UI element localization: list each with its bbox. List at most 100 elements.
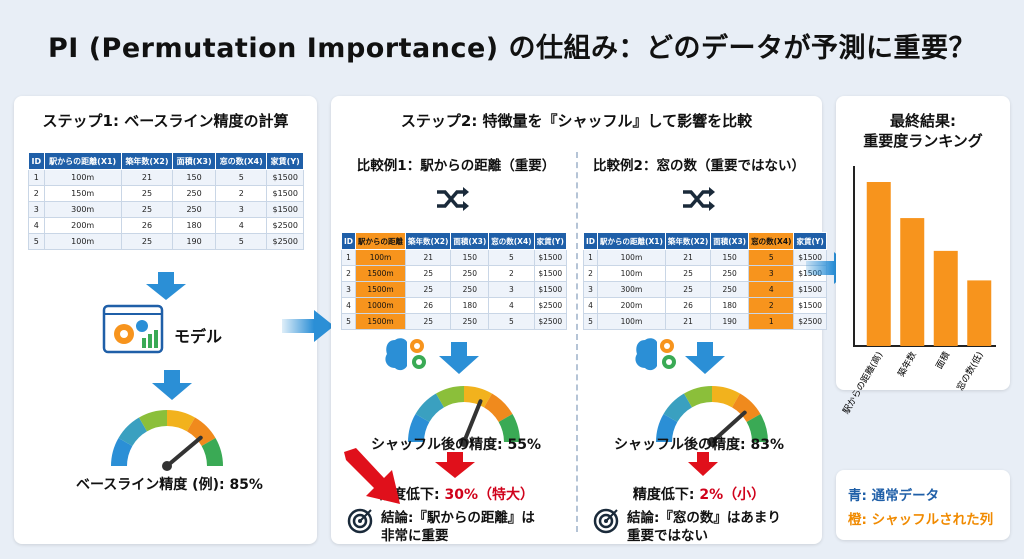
table-cell: $1500	[533, 281, 567, 298]
table-cell: 5	[215, 169, 268, 186]
table-cell: 100m	[597, 265, 666, 282]
down-arrow-icon	[688, 452, 718, 476]
table-header: 面積(X3)	[710, 232, 750, 250]
page-title: PI (Permutation Importance) の仕組み：どのデータが予…	[47, 33, 977, 64]
table-header: ID	[582, 232, 599, 250]
table-cell: 1	[340, 249, 357, 266]
right-arrow-icon	[282, 310, 334, 342]
table-header: 駅からの距離(X1)	[43, 152, 122, 170]
chart-bar	[900, 218, 925, 346]
table-header: 窓の数(X4)	[215, 152, 268, 170]
table-cell: 25	[664, 281, 712, 298]
table-row: 3 300m 25 250 4 $1500	[582, 281, 827, 298]
table-cell: 150	[450, 249, 490, 266]
gauge-segment	[663, 393, 693, 423]
table-cell: 180	[710, 297, 750, 314]
table-cell: $2500	[266, 217, 304, 234]
table-cell: 26	[664, 297, 712, 314]
shuffle-icon	[437, 187, 469, 211]
table-row: 2 1500m 25 250 2 $1500	[340, 265, 567, 282]
table-cell: 26	[405, 297, 452, 314]
final-title-2: 重要度ランキング	[863, 132, 983, 150]
ex2-drop-prefix: 精度低下:	[632, 487, 700, 503]
table-cell: 3	[488, 281, 535, 298]
table-cell: 250	[710, 281, 750, 298]
ex2-gauge-icon	[656, 386, 768, 447]
table-cell: 4	[582, 297, 599, 314]
table-cell: 190	[172, 233, 217, 250]
ex1-drop-value: 30%（特大）	[444, 487, 534, 503]
gauge-segment	[111, 438, 133, 467]
chart-bar	[967, 280, 992, 346]
table-header: 築年数(X2)	[664, 232, 712, 250]
table-cell: 180	[172, 217, 217, 234]
table-row: 5 100m 25 190 5 $2500	[28, 233, 304, 250]
final-card: 最終結果: 重要度ランキング 駅からの距離(高) 築年数 面積 窓の数(低)	[836, 96, 1010, 416]
gauge-hub	[162, 461, 172, 471]
table-cell: 25	[405, 313, 452, 330]
table-row: 5 1500m 25 250 5 $2500	[340, 313, 567, 330]
table-row: 1 100m 21 150 5 $1500	[582, 249, 827, 266]
table-cell: 100m	[355, 249, 407, 266]
baseline-gauge-icon	[111, 410, 223, 471]
gauge-needle	[165, 435, 203, 468]
table-cell: $1500	[266, 185, 304, 202]
ex1-conclusion-2: 非常に重要	[381, 528, 449, 544]
brain-gear-icon	[385, 338, 426, 371]
ex2-after-label: シャッフル後の精度: 83%	[614, 437, 784, 453]
table-cell: 5	[582, 313, 599, 330]
model-icon	[102, 304, 164, 354]
table-cell: 250	[450, 281, 490, 298]
divider	[576, 152, 578, 532]
step2-card: ステップ2: 特徴量を『シャッフル』して影響を比較 比較例1：駅からの距離（重要…	[331, 96, 827, 544]
table-cell: 1500m	[355, 281, 407, 298]
gauge-segment	[711, 386, 740, 408]
table-cell: 100m	[597, 313, 666, 330]
gauge-segment	[139, 410, 168, 432]
legend-orange: 橙: シャッフルされた列	[848, 512, 994, 528]
table-header: 駅からの距離	[355, 232, 407, 250]
table-cell: 5	[748, 249, 795, 266]
table-header: 家賃(Y)	[266, 152, 304, 170]
table-cell: 21	[664, 313, 712, 330]
table-cell: 4	[488, 297, 535, 314]
step1-title: ステップ1: ベースライン精度の計算	[42, 112, 289, 130]
gauge-segment	[684, 386, 713, 408]
table-header: 築年数(X2)	[120, 152, 174, 170]
down-arrow-icon	[435, 452, 475, 478]
table-row: 1 100m 21 150 5 $1500	[28, 169, 304, 186]
table-header: 家賃(Y)	[793, 232, 827, 250]
final-title-1: 最終結果:	[890, 112, 956, 130]
table-cell: $1500	[266, 201, 304, 218]
ex1-after-label: シャッフル後の精度: 55%	[371, 437, 541, 453]
table-cell: $2500	[533, 297, 567, 314]
table-cell: 1	[748, 313, 795, 330]
step1-card: ステップ1: ベースライン精度の計算 ID 駅からの距離(X1) 築年数(X2) 面積…	[14, 96, 317, 544]
table-row: 5 100m 21 190 1 $2500	[582, 313, 827, 330]
down-arrow-icon	[685, 342, 725, 374]
table-header: 家賃(Y)	[533, 232, 567, 250]
table-cell: 150	[710, 249, 750, 266]
table-cell: $2500	[266, 233, 304, 250]
table-row: 4 1000m 26 180 4 $2500	[340, 297, 567, 314]
ex1-conclusion-1: 結論:『駅からの距離』は	[381, 510, 535, 526]
table-cell: 180	[450, 297, 490, 314]
table-cell: 2	[582, 265, 599, 282]
gauge-hub	[459, 437, 469, 447]
importance-chart: 駅からの距離(高) 築年数 面積 窓の数(低)	[840, 166, 996, 416]
ex2-conclusion-1: 結論:『窓の数』はあまり	[627, 510, 781, 526]
table-cell: 21	[664, 249, 712, 266]
table-row: 4 200m 26 180 2 $1500	[582, 297, 827, 314]
chart-category-label: 駅からの距離(高)	[840, 350, 885, 417]
table-cell: 2	[340, 265, 357, 282]
down-arrow-icon	[146, 272, 186, 300]
table-cell: 300m	[597, 281, 666, 298]
table-cell: 250	[172, 201, 217, 218]
table-cell: 25	[664, 265, 712, 282]
table-cell: 25	[120, 233, 174, 250]
table-cell: 150	[172, 169, 217, 186]
legend-card: 青: 通常データ 橙: シャッフルされた列	[836, 470, 1010, 540]
table-cell: 2	[748, 297, 795, 314]
table-cell: 4	[748, 281, 795, 298]
